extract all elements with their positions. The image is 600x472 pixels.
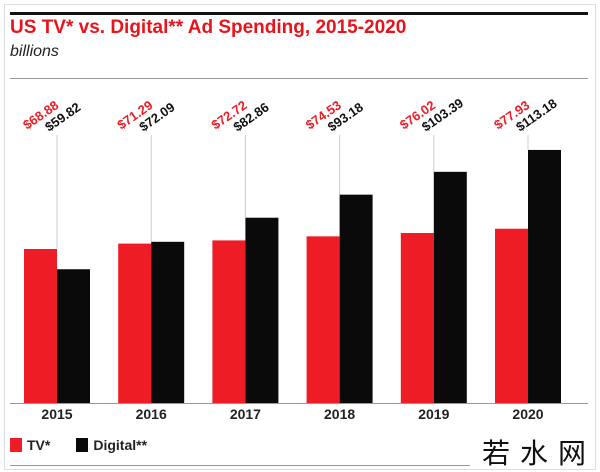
x-tick-label-2019: 2019 — [418, 406, 449, 422]
x-tick-label-2020: 2020 — [512, 406, 543, 422]
bar-tv-2019 — [400, 233, 434, 403]
legend-label-digital: Digital** — [93, 437, 148, 453]
bar-digital-2016 — [151, 241, 185, 403]
x-tick-label-2017: 2017 — [230, 406, 261, 422]
legend: TV* Digital** — [10, 437, 147, 453]
bar-tv-2017 — [212, 240, 246, 403]
header-rule — [10, 78, 588, 79]
legend-label-tv: TV* — [27, 437, 51, 453]
chart-frame — [4, 4, 596, 470]
x-tick-label-2015: 2015 — [41, 406, 72, 422]
bar-tv-2016 — [118, 243, 152, 403]
watermark: 若水网 — [482, 437, 597, 470]
bar-digital-2020 — [528, 149, 561, 403]
bar-digital-2015 — [57, 269, 90, 403]
bar-digital-2018 — [339, 194, 373, 403]
bar-tv-2018 — [306, 236, 340, 403]
footer-rule — [10, 465, 470, 466]
x-tick-label-2016: 2016 — [136, 406, 167, 422]
x-tick-label-2018: 2018 — [324, 406, 355, 422]
legend-swatch-digital — [76, 438, 89, 452]
bar-tv-2015 — [24, 248, 57, 403]
top-rule — [10, 12, 588, 15]
bar-tv-2020 — [495, 228, 528, 403]
chart-subtitle: billions — [10, 43, 59, 60]
chart-title: US TV* vs. Digital** Ad Spending, 2015-2… — [10, 17, 407, 38]
bar-digital-2017 — [245, 217, 279, 403]
bar-digital-2019 — [433, 171, 467, 403]
legend-swatch-tv — [10, 438, 22, 452]
